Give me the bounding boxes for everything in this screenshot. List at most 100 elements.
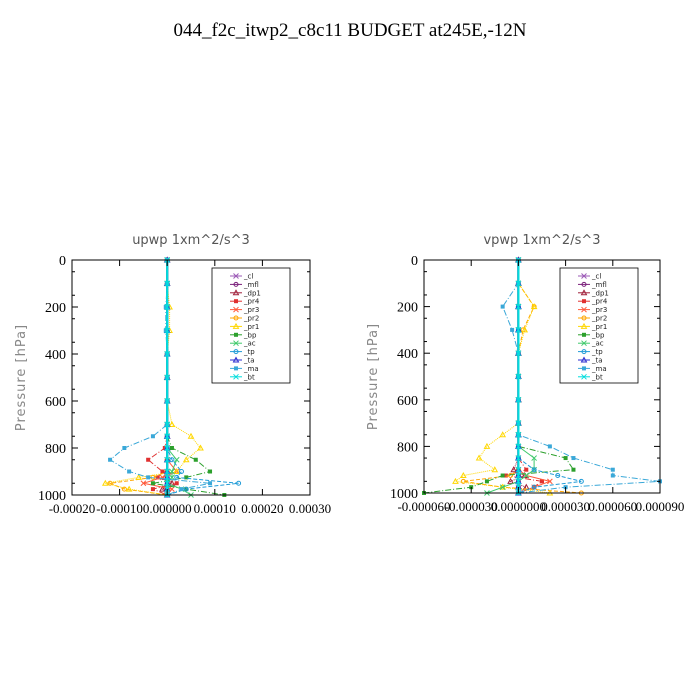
data-point [580, 356, 588, 363]
chart-panel: upwp 1xm^2/s^3 Pressure [hPa] 0 200 400 600 80… [14, 233, 331, 516]
data-point [507, 477, 514, 484]
data-point [515, 303, 522, 310]
y-tick-label: 0 [59, 254, 66, 269]
data-point [510, 466, 518, 473]
data-point [232, 356, 240, 363]
data-point [193, 457, 198, 462]
data-point [508, 473, 514, 479]
data-point [164, 374, 171, 381]
y-tick-label: 400 [397, 347, 418, 362]
data-point [179, 487, 184, 492]
data-point [581, 349, 587, 355]
data-point [169, 457, 175, 463]
y-tick-label: 600 [397, 394, 418, 409]
data-point [155, 475, 160, 480]
data-point [122, 446, 127, 450]
data-point [459, 471, 467, 479]
data-point [135, 473, 142, 480]
x-tick-label: 0.000090 [636, 499, 685, 514]
legend-entry: _mfl [591, 281, 607, 289]
legend-entry: _pr1 [591, 323, 607, 331]
data-point [174, 474, 180, 480]
data-point [524, 467, 529, 472]
y-tick-label: 400 [45, 348, 66, 363]
data-point [233, 273, 239, 279]
data-point [610, 473, 615, 478]
data-point [581, 340, 587, 347]
legend-entry: _tp [591, 348, 603, 356]
data-point [531, 455, 537, 461]
data-point [173, 467, 181, 474]
y-tick-label: 800 [45, 442, 66, 457]
data-point [484, 479, 489, 484]
data-point [582, 332, 586, 337]
data-point [164, 456, 171, 463]
data-point [233, 306, 239, 313]
legend-entry: _ta [243, 357, 255, 365]
data-point [146, 457, 151, 462]
data-point [164, 445, 171, 451]
data-point [169, 486, 175, 492]
legend-box [211, 267, 291, 384]
legend-entry: _pr3 [591, 306, 607, 314]
legend-entry: _dp1 [243, 289, 261, 297]
data-point [582, 299, 586, 304]
x-tick-label: -0.00010 [96, 501, 143, 516]
y-axis-label: Pressure [hPa] [14, 324, 29, 431]
data-point [500, 304, 505, 309]
data-point [515, 478, 522, 485]
data-point [169, 474, 175, 481]
data-point [540, 479, 544, 484]
data-point [101, 479, 109, 486]
data-point [581, 281, 587, 287]
data-point [178, 469, 184, 474]
x-tick-label: -0.00020 [49, 501, 96, 516]
data-point [146, 475, 151, 480]
data-point [187, 432, 195, 439]
data-point [108, 457, 113, 462]
y-tick-label: 200 [397, 301, 418, 316]
x-tick-label: 0.000060 [588, 499, 637, 514]
data-point [232, 289, 240, 296]
legend-entry: _pr4 [591, 298, 608, 306]
y-tick-label: 1000 [390, 487, 418, 502]
data-point [530, 303, 538, 310]
data-point [127, 469, 132, 474]
data-point [164, 280, 171, 287]
plot-frame [423, 259, 661, 494]
data-point [581, 315, 587, 321]
data-point [208, 469, 213, 474]
data-point [547, 444, 552, 449]
legend-entry: _ma [243, 365, 259, 373]
data-point [515, 373, 522, 380]
legend-entry: _tp [243, 348, 255, 356]
data-point [164, 327, 171, 334]
data-point [160, 469, 165, 474]
series-line-pr2 [108, 260, 168, 496]
figure-title: 044_f2c_itwp2_c8c11 BUDGET at245E,-12N [173, 20, 527, 41]
data-point [571, 456, 576, 461]
legend-entry: _bt [243, 373, 255, 381]
legend-entry: _mfl [243, 281, 259, 289]
data-point [483, 442, 491, 449]
data-point [503, 473, 508, 478]
data-point [150, 487, 155, 492]
x-tick-label: 0.00030 [289, 501, 331, 516]
data-point [140, 480, 147, 487]
legend-entry: _ma [591, 365, 607, 373]
data-point [531, 484, 537, 490]
data-point [184, 475, 189, 480]
data-point [610, 467, 615, 472]
data-point [233, 315, 239, 321]
data-point [521, 326, 529, 333]
legend-entry: _pr2 [591, 315, 607, 323]
data-point [475, 454, 483, 461]
data-point [515, 327, 522, 333]
data-point [169, 468, 175, 475]
data-point [547, 478, 553, 485]
data-point [582, 366, 586, 371]
data-point [578, 478, 584, 484]
plot-title: vpwp 1xm^2/s^3 [483, 233, 600, 248]
data-point [236, 480, 242, 486]
